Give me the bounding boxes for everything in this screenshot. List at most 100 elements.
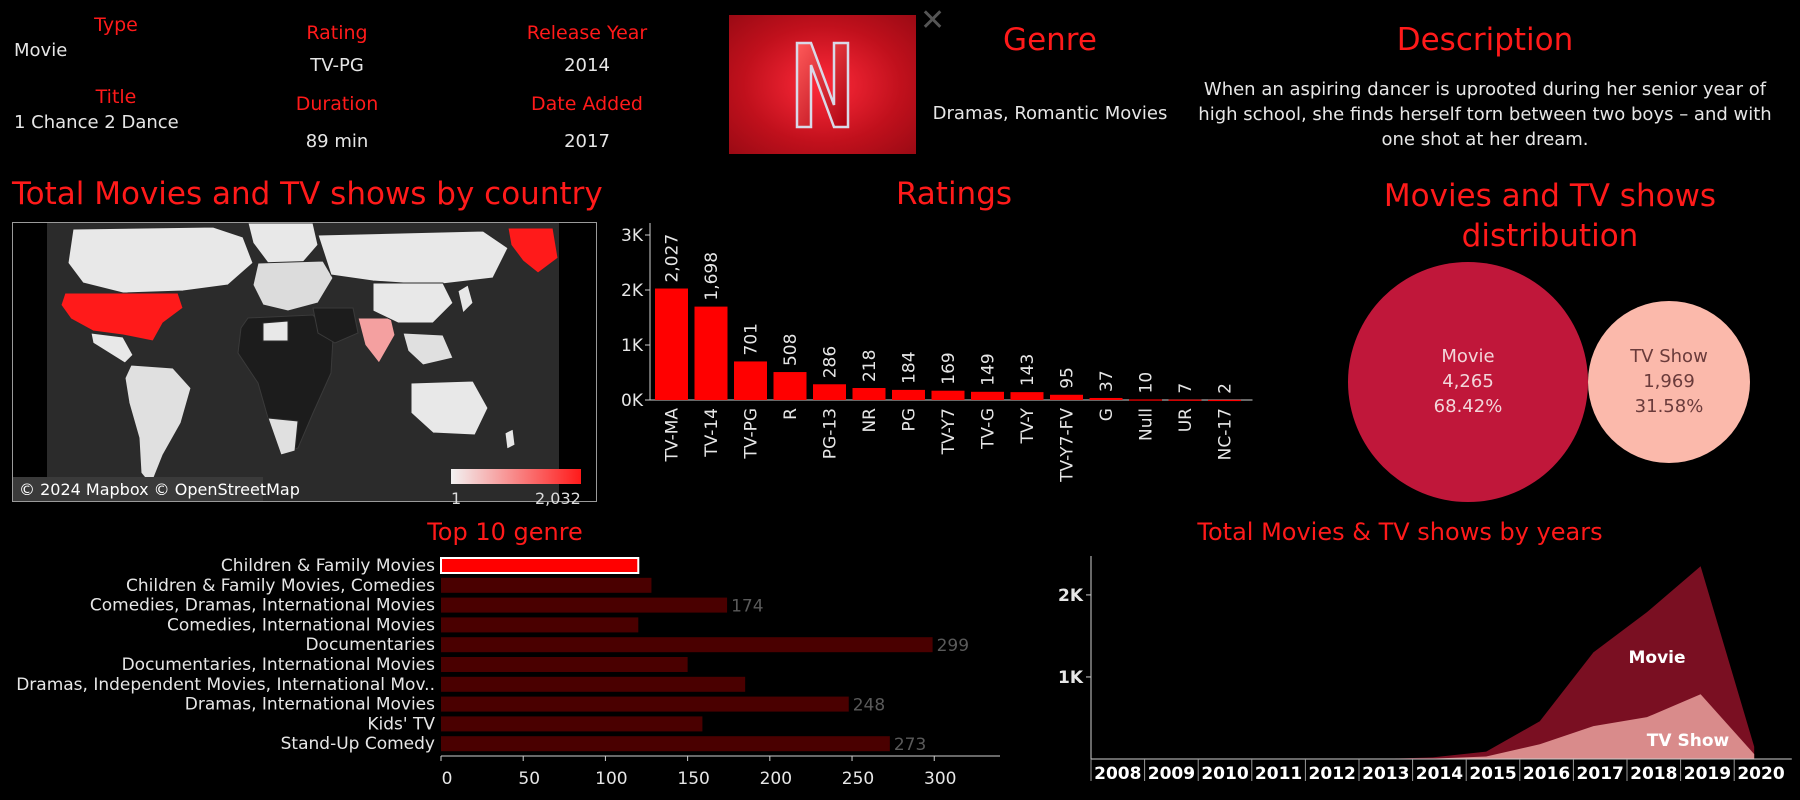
years-area-tvshow[interactable] <box>1111 694 1755 759</box>
genre-x-tick-label: 100 <box>595 769 627 789</box>
years-area-movie[interactable] <box>1111 566 1755 759</box>
rating-label: Rating <box>306 22 368 44</box>
country-canada[interactable] <box>67 226 254 294</box>
years-x-tick-label: 2012 <box>1309 764 1356 784</box>
genre-x-tick-label: 300 <box>924 769 956 789</box>
years-chart-title: Total Movies & TV shows by years <box>1197 518 1603 546</box>
genre-x-tick-label: 0 <box>442 769 453 789</box>
ratings-bar[interactable] <box>1168 399 1202 401</box>
genre-bar[interactable] <box>441 637 933 653</box>
genre-bar[interactable] <box>441 736 890 752</box>
ratings-y-tick-label: 1K <box>621 336 644 356</box>
ratings-category-label: NR <box>860 408 880 433</box>
country-new-zealand[interactable] <box>504 428 516 450</box>
genre-label: Genre <box>1003 22 1097 58</box>
genre-x-tick-label: 150 <box>677 769 709 789</box>
ratings-chart: 0K 1K 2K 3K 2,027 TV-MA 1,698 TV-14 701 TV-PG 508 R… <box>621 223 1253 483</box>
ratings-bar[interactable] <box>931 390 965 400</box>
ratings-bar[interactable] <box>694 306 728 400</box>
country-alaska[interactable] <box>507 227 559 274</box>
genre-bar[interactable] <box>441 696 849 712</box>
ratings-data-label: 1,698 <box>702 252 722 301</box>
genre-bar[interactable] <box>441 676 746 692</box>
map-legend-max: 2,032 <box>535 489 581 508</box>
close-icon[interactable]: ✕ <box>920 3 946 38</box>
ratings-data-label: 149 <box>979 353 999 385</box>
type-value: Movie <box>14 40 68 61</box>
country-russia[interactable] <box>317 230 509 286</box>
release-year-value: 2014 <box>564 55 610 76</box>
ratings-data-label: 2,027 <box>663 234 683 283</box>
genre-bar[interactable] <box>441 597 728 613</box>
distribution-title: Movies and TV shows distribution <box>1383 178 1717 254</box>
genre-value: Dramas, Romantic Movies <box>932 103 1168 124</box>
years-x-tick-label: 2013 <box>1362 764 1409 784</box>
ratings-bar[interactable] <box>1208 399 1241 402</box>
ratings-category-label: NC-17 <box>1216 408 1236 460</box>
ratings-category-label: R <box>781 408 801 420</box>
ratings-bar[interactable] <box>1089 397 1123 400</box>
genre-data-label: 299 <box>937 636 969 656</box>
genre-data-label: 248 <box>853 696 885 716</box>
country-japan[interactable] <box>457 284 474 314</box>
description-label: Description <box>1396 22 1574 58</box>
genre-bar[interactable] <box>440 557 640 574</box>
genre-bar[interactable] <box>441 716 703 732</box>
ratings-bar[interactable] <box>1129 399 1162 401</box>
genre-x-tick-label: 200 <box>760 769 792 789</box>
region-europe[interactable] <box>252 260 334 312</box>
distribution-chart: Movie 4,265 68.42% TV Show 1,969 31.58% <box>1348 262 1750 502</box>
genre-category-label: Dramas, Independent Movies, Internationa… <box>16 675 435 695</box>
distribution-bubble[interactable] <box>1348 262 1588 502</box>
distribution-bubble[interactable] <box>1588 301 1750 463</box>
ratings-bar[interactable] <box>773 372 807 400</box>
ratings-category-label: Null <box>1137 408 1157 441</box>
genre-bar[interactable] <box>441 657 688 672</box>
ratings-bar[interactable] <box>971 391 1004 400</box>
title-label: Title <box>95 86 137 108</box>
genre-category-label: Documentaries, International Movies <box>122 655 436 675</box>
map-title: Total Movies and TV shows by country <box>12 176 603 212</box>
genre-x-tick-label: 250 <box>842 769 874 789</box>
region-middle-east[interactable] <box>312 307 359 344</box>
years-series-label: Movie <box>1628 648 1685 668</box>
years-x-tick-label: 2016 <box>1523 764 1570 784</box>
date-added-label: Date Added <box>531 93 643 115</box>
years-x-tick-label: 2008 <box>1094 764 1141 784</box>
genre-category-label: Children & Family Movies <box>221 556 435 576</box>
ratings-title: Ratings <box>895 176 1013 212</box>
ratings-bar[interactable] <box>734 361 767 400</box>
ratings-category-label: TV-MA <box>663 408 683 463</box>
ratings-bar[interactable] <box>1050 394 1083 400</box>
ratings-bar[interactable] <box>892 389 925 400</box>
genre-bar[interactable] <box>441 617 639 633</box>
title-value: 1 Chance 2 Dance <box>14 112 179 133</box>
ratings-y-tick-label: 0K <box>621 391 644 411</box>
country-india[interactable] <box>357 317 396 364</box>
country-china[interactable] <box>372 282 454 324</box>
ratings-data-label: 10 <box>1137 372 1157 394</box>
region-southeast-asia[interactable] <box>402 332 454 366</box>
date-added-value: 2017 <box>564 131 610 152</box>
ratings-bar[interactable] <box>813 384 846 400</box>
distribution-value: 1,969 <box>1643 371 1695 392</box>
ratings-bar[interactable] <box>655 288 688 400</box>
genre-bar[interactable] <box>441 577 652 593</box>
ratings-bar[interactable] <box>1010 392 1044 400</box>
country-map[interactable]: © 2024 Mapbox © OpenStreetMap 1 2,032 <box>12 222 597 508</box>
country-australia[interactable] <box>410 380 489 436</box>
ratings-data-label: 701 <box>742 323 762 355</box>
years-x-tick-label: 2017 <box>1577 764 1624 784</box>
country-south-africa[interactable] <box>267 417 299 456</box>
ratings-y-tick-label: 2K <box>621 281 644 301</box>
map-legend-gradient <box>451 469 581 484</box>
netflix-n-icon <box>795 41 850 129</box>
country-egypt[interactable] <box>262 320 289 342</box>
country-mexico[interactable] <box>90 332 134 364</box>
country-usa[interactable] <box>60 292 184 342</box>
ratings-bar[interactable] <box>852 388 886 400</box>
years-x-tick-label: 2019 <box>1684 764 1731 784</box>
distribution-name: TV Show <box>1629 346 1708 367</box>
genre-data-label: 273 <box>894 735 926 755</box>
